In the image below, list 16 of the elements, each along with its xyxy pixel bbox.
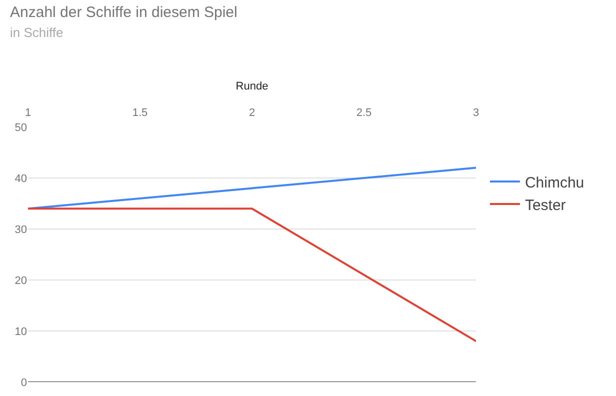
legend-label: Tester <box>524 196 566 214</box>
y-tick-label: 20 <box>14 274 27 287</box>
x-tick-label: 2 <box>248 106 256 119</box>
x-tick-label: 3 <box>472 106 480 119</box>
x-axis-title: Runde <box>236 80 268 92</box>
y-tick-label: 10 <box>14 326 27 338</box>
y-tick-label: 50 <box>14 122 27 134</box>
x-tick-label: 1 <box>24 106 32 119</box>
chart-subtitle: in Schiffe <box>10 25 64 40</box>
legend-label: Chimchu <box>524 174 584 192</box>
y-tick-label: 30 <box>14 224 27 236</box>
y-tick-label: 0 <box>20 376 27 389</box>
y-tick-label: 40 <box>14 172 27 185</box>
chart-title: Anzahl der Schiffe in diesem Spiel <box>10 4 238 21</box>
x-tick-label: 2.5 <box>356 106 372 119</box>
x-tick-label: 1.5 <box>132 106 148 119</box>
